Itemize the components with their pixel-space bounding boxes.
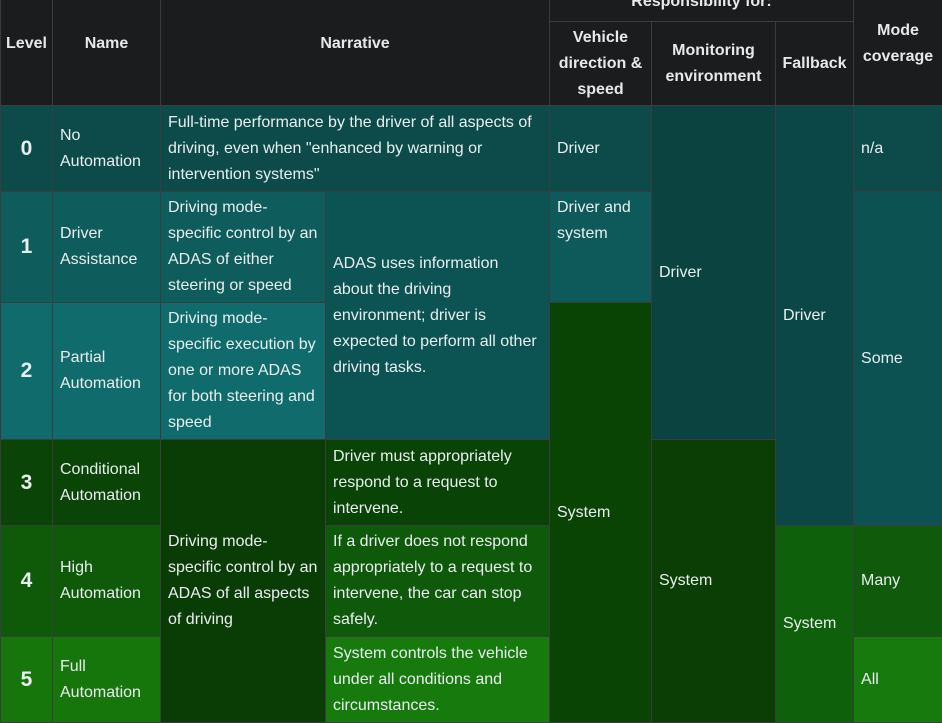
- mode-cell: n/a: [854, 106, 942, 192]
- vehicle-cell: Driver and system: [550, 192, 652, 303]
- mode-cell: Many: [854, 526, 942, 637]
- narrative-cell: Full-time performance by the driver of a…: [161, 106, 550, 192]
- name-cell: Driver Assistance: [53, 192, 161, 303]
- monitoring-system-cell: System: [652, 440, 776, 723]
- header-fallback: Fallback: [776, 22, 854, 106]
- adas-info-cell: ADAS uses information about the driving …: [326, 192, 550, 440]
- level-cell: 0: [1, 106, 53, 192]
- narrative-cell: Driving mode-specific execution by one o…: [161, 303, 326, 440]
- detail-cell: System controls the vehicle under all co…: [326, 637, 550, 723]
- name-cell: Partial Automation: [53, 303, 161, 440]
- header-name: Name: [53, 0, 161, 106]
- header-monitoring: Monitoring environment: [652, 22, 776, 106]
- fallback-system-cell: System: [776, 526, 854, 723]
- vehicle-system-cell: System: [550, 303, 652, 723]
- mode-some-cell: Some: [854, 192, 942, 526]
- header-narrative: Narrative: [161, 0, 550, 106]
- level-cell: 2: [1, 303, 53, 440]
- mode-cell: All: [854, 637, 942, 723]
- header-vehicle-direction: Vehicle direction & speed: [550, 22, 652, 106]
- table-row: 4 High Automation If a driver does not r…: [1, 526, 942, 637]
- monitoring-driver-cell: Driver: [652, 106, 776, 440]
- vehicle-cell: Driver: [550, 106, 652, 192]
- level-cell: 1: [1, 192, 53, 303]
- header-responsibility: Responsibility for:: [550, 0, 854, 22]
- name-cell: Full Automation: [53, 637, 161, 723]
- detail-cell: Driver must appropriately respond to a r…: [326, 440, 550, 526]
- ads-control-cell: Driving mode-specific control by an ADAS…: [161, 440, 326, 723]
- detail-cell: If a driver does not respond appropriate…: [326, 526, 550, 637]
- name-cell: Conditional Automation: [53, 440, 161, 526]
- table-row: 0 No Automation Full-time performance by…: [1, 106, 942, 192]
- level-cell: 4: [1, 526, 53, 637]
- fallback-driver-cell: Driver: [776, 106, 854, 526]
- narrative-cell: Driving mode-specific control by an ADAS…: [161, 192, 326, 303]
- name-cell: No Automation: [53, 106, 161, 192]
- header-mode-coverage: Mode coverage: [854, 0, 942, 106]
- header-level: Level: [1, 0, 53, 106]
- level-cell: 5: [1, 637, 53, 723]
- level-cell: 3: [1, 440, 53, 526]
- name-cell: High Automation: [53, 526, 161, 637]
